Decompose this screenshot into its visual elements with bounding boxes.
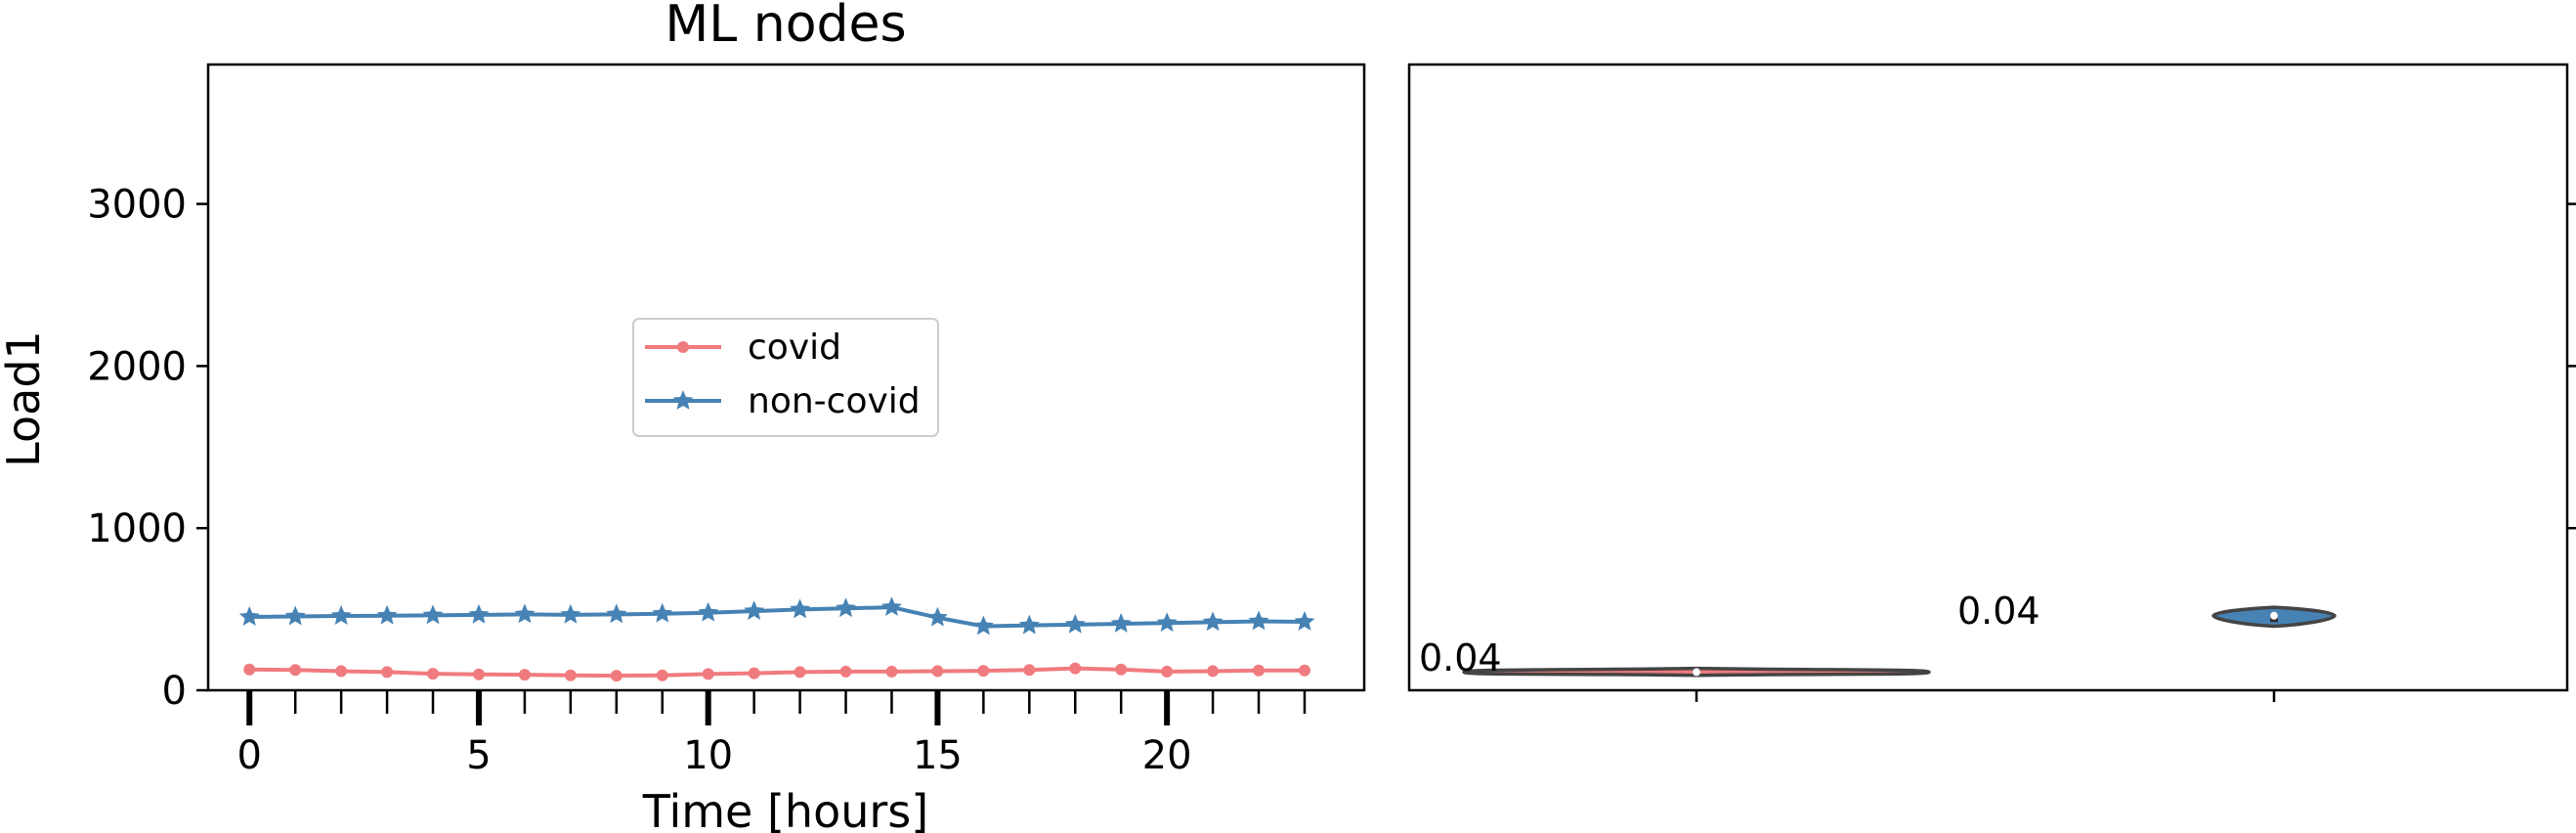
series-line-non-covid	[249, 605, 1305, 629]
data-point-non-covid	[972, 615, 994, 636]
violin-panel: 0.04 0.04	[1407, 63, 2576, 702]
violins-group	[1462, 605, 2337, 678]
data-point-covid	[656, 669, 668, 681]
data-point-covid	[1161, 665, 1174, 678]
y-tick-label: 2000	[87, 344, 187, 389]
data-point-non-covid	[926, 606, 948, 627]
data-point-covid	[1298, 664, 1310, 677]
right-plot-frame	[1407, 63, 2569, 692]
legend-noncovid-marker	[672, 390, 694, 410]
data-point-non-covid	[790, 598, 811, 619]
data-point-covid	[381, 666, 394, 679]
left-plot-frame	[206, 63, 1366, 692]
data-point-covid	[427, 668, 440, 680]
left-series-group	[238, 596, 1315, 682]
data-point-non-covid	[1248, 610, 1269, 631]
data-point-non-covid	[698, 601, 719, 622]
data-point-non-covid	[376, 604, 398, 625]
data-point-covid	[1253, 664, 1266, 677]
data-point-non-covid	[1202, 611, 1224, 632]
data-point-covid	[1069, 662, 1082, 675]
data-point-non-covid	[560, 603, 581, 624]
data-point-covid	[794, 666, 806, 679]
x-tick-label: 20	[1142, 733, 1192, 778]
annotation-noncovid: 0.04	[1957, 590, 2040, 633]
data-point-covid	[335, 665, 348, 678]
data-point-covid	[839, 665, 852, 678]
data-point-covid	[518, 669, 531, 681]
x-axis-label: Time [hours]	[642, 785, 928, 833]
data-point-covid	[885, 665, 898, 678]
chart-title: ML nodes	[665, 0, 906, 54]
legend-covid-marker	[677, 341, 689, 353]
data-point-covid	[564, 669, 577, 681]
data-point-non-covid	[881, 596, 902, 617]
data-point-covid	[702, 668, 714, 680]
data-point-non-covid	[652, 602, 673, 623]
data-point-non-covid	[1156, 612, 1178, 633]
data-point-covid	[977, 665, 990, 678]
data-point-non-covid	[744, 600, 765, 620]
data-point-covid	[610, 670, 623, 682]
x-tick-label: 5	[466, 733, 491, 778]
data-point-non-covid	[514, 603, 536, 624]
series-line-covid	[249, 666, 1305, 679]
data-point-covid	[243, 663, 256, 676]
data-point-non-covid	[330, 605, 352, 625]
data-point-covid	[289, 664, 302, 677]
y-tick-label: 3000	[87, 183, 187, 228]
x-tick-label: 10	[683, 733, 733, 778]
annotation-covid: 0.04	[1419, 636, 1502, 680]
legend-covid-label: covid	[748, 328, 841, 368]
data-point-non-covid	[422, 604, 444, 625]
data-point-non-covid	[836, 597, 856, 618]
data-point-covid	[748, 667, 760, 680]
y-tick-label: 1000	[87, 506, 187, 551]
line-chart-panel: ML nodes 0 1000 2000 3000 0 5 10 15 20 Time [ho…	[0, 0, 1366, 833]
data-point-non-covid	[238, 606, 260, 626]
legend-noncovid-label: non-covid	[748, 381, 921, 421]
x-tick-label: 15	[913, 733, 963, 778]
data-point-non-covid	[1110, 613, 1132, 633]
left-y-ticks: 0 1000 2000 3000	[87, 183, 208, 714]
x-tick-label: 0	[237, 733, 262, 778]
data-point-covid	[472, 668, 485, 680]
data-point-covid	[931, 665, 944, 678]
violin-median-covid	[1693, 668, 1700, 677]
legend: covid non-covid	[632, 318, 939, 437]
data-point-non-covid	[1018, 614, 1040, 635]
data-point-non-covid	[284, 605, 306, 626]
violin-median-non-covid	[2270, 611, 2278, 620]
data-point-non-covid	[606, 603, 627, 624]
y-tick-label: 0	[162, 669, 187, 714]
data-point-covid	[1023, 664, 1036, 677]
left-x-ticks: 0 5 10 15 20	[237, 690, 1307, 778]
y-axis-label: Load1	[0, 330, 50, 467]
right-ticks	[1695, 202, 2576, 702]
data-point-non-covid	[1064, 613, 1086, 634]
data-point-covid	[1207, 665, 1220, 678]
data-point-non-covid	[468, 603, 490, 624]
data-point-covid	[1115, 663, 1128, 676]
data-point-non-covid	[1294, 611, 1315, 631]
